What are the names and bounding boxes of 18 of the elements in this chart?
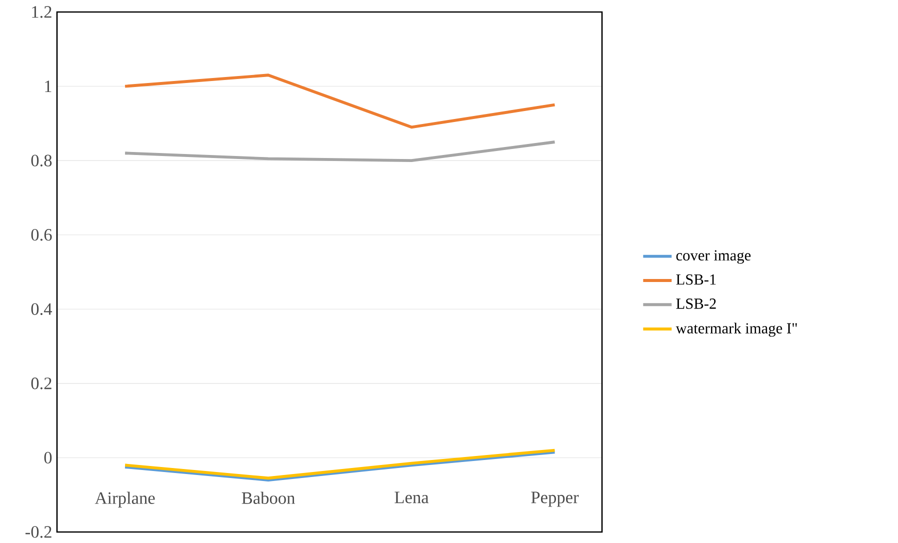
line-series (124, 140, 556, 162)
y-tick-label: 0 (44, 452, 52, 464)
legend-label: watermark image I" (676, 322, 797, 337)
y-tick-label: 1.2 (32, 6, 52, 18)
legend-label: cover image (676, 250, 751, 264)
legend-label: LSB-1 (676, 274, 716, 285)
x-tick-label: Pepper (531, 492, 579, 507)
legend-label: LSB-2 (676, 298, 716, 309)
y-tick-label: 0.8 (31, 154, 52, 166)
y-tick-label: 0.6 (31, 228, 52, 241)
x-tick-label: Lena (394, 492, 429, 504)
line-series (124, 74, 556, 129)
y-tick-label: 1 (45, 80, 52, 92)
y-tick-label: 0.2 (31, 378, 52, 390)
x-tick-label: Airplane (94, 492, 155, 508)
y-tick-label: -0.2 (26, 526, 52, 538)
y-tick-label: 0.4 (31, 303, 52, 316)
x-tick-label: Baboon (242, 492, 295, 504)
